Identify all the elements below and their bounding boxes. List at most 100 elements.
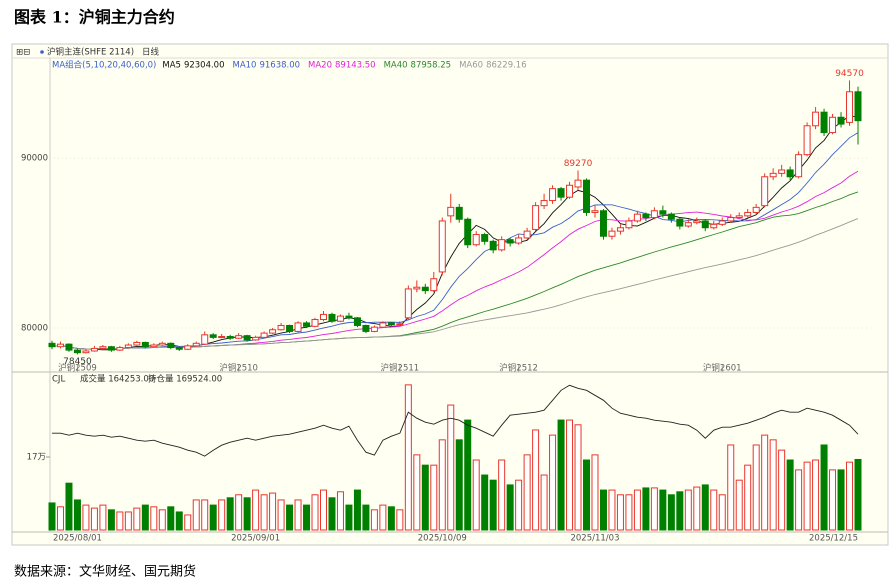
- contract-label: 沪铜2511: [381, 363, 420, 374]
- volume-bar: [812, 459, 820, 531]
- candle-body: [438, 220, 446, 273]
- low-annotation: 78450: [63, 357, 92, 367]
- volume-bar: [549, 434, 557, 531]
- candle-body: [48, 342, 56, 348]
- volume-legend: 成交量 164253.00: [80, 374, 154, 385]
- x-tick-label: 2025/09/01: [231, 534, 280, 544]
- candle-body: [718, 220, 726, 225]
- volume-bar: [252, 489, 260, 531]
- volume-bar: [795, 469, 803, 531]
- oi-legend: 持仓量 169524.00: [148, 374, 222, 385]
- volume-bar: [107, 509, 115, 531]
- volume-bar: [99, 504, 107, 531]
- volume-bar: [48, 502, 56, 531]
- volume-bar: [175, 511, 183, 531]
- volume-bar: [744, 464, 752, 531]
- volume-bar: [133, 507, 141, 531]
- candle-body: [854, 91, 862, 122]
- candle-body: [430, 278, 438, 292]
- volume-bar: [574, 424, 582, 531]
- contract-label: 沪铜2601: [703, 363, 742, 374]
- contract-label: 沪铜2509: [58, 363, 97, 374]
- candle-body: [523, 230, 531, 239]
- candle-body: [82, 350, 90, 354]
- candle-body: [167, 342, 175, 349]
- volume-bar: [65, 482, 73, 531]
- volume-bar: [676, 491, 684, 531]
- volume-bar: [413, 454, 421, 531]
- volume-bar: [184, 514, 192, 531]
- volume-bar: [481, 474, 489, 531]
- candle-body: [599, 210, 607, 237]
- volume-panel-label: CJL: [52, 375, 65, 385]
- candle-body: [667, 213, 675, 220]
- volume-bar: [778, 449, 786, 531]
- candle-body: [370, 326, 378, 332]
- volume-bar: [294, 499, 302, 531]
- ma-legend-name: MA60: [459, 61, 483, 71]
- candle-body: [761, 176, 769, 207]
- candle-body: [829, 116, 837, 134]
- candle-body: [481, 234, 489, 242]
- volume-bar: [116, 511, 124, 531]
- candle-body: [201, 334, 209, 345]
- candle-body: [404, 288, 412, 319]
- volume-bar: [158, 509, 166, 531]
- candle-body: [379, 322, 387, 328]
- high-annotation: 89270: [564, 159, 593, 169]
- volume-bar: [141, 504, 149, 531]
- candle-body: [413, 286, 421, 290]
- volume-bar: [752, 444, 760, 531]
- volume-bar: [336, 491, 344, 531]
- candle-body: [633, 213, 641, 222]
- candle-body: [549, 188, 557, 202]
- candle-body: [557, 188, 565, 198]
- candle-body: [608, 230, 616, 237]
- candle-body: [65, 343, 73, 351]
- volume-bar: [209, 504, 217, 531]
- x-tick-label: 2025/12/15: [809, 534, 858, 544]
- candle-body: [837, 116, 845, 125]
- candle-body: [90, 347, 98, 352]
- candle-body: [269, 329, 277, 334]
- candle-body: [328, 313, 336, 322]
- candle-body: [158, 342, 166, 346]
- candle-body: [150, 344, 158, 348]
- volume-bar: [854, 458, 862, 531]
- candle-body: [218, 336, 226, 339]
- volume-bar: [421, 464, 429, 531]
- volume-bar: [124, 511, 132, 531]
- volume-bar: [506, 484, 514, 531]
- volume-bar: [642, 487, 650, 531]
- candle-body: [336, 315, 344, 322]
- candle-body: [184, 345, 192, 350]
- ma-legend-value: 89143.50: [335, 61, 376, 71]
- volume-bar: [566, 419, 574, 531]
- candle-body: [243, 335, 251, 341]
- volume-bar: [608, 489, 616, 531]
- volume-bar: [650, 487, 658, 531]
- candle-body: [277, 324, 285, 331]
- volume-bar: [464, 419, 472, 531]
- candle-body: [116, 347, 124, 351]
- volume-bar: [438, 439, 446, 531]
- source: 数据来源：文华财经、国元期货: [14, 564, 196, 580]
- x-tick-label: 2025/08/01: [53, 534, 102, 544]
- candle-body: [447, 206, 455, 217]
- candle-body: [752, 206, 760, 213]
- candle-body: [286, 324, 294, 332]
- period: 日线: [142, 47, 160, 58]
- candle-body: [175, 347, 183, 350]
- candle-body: [795, 154, 803, 178]
- ma-legend-value: 86229.16: [486, 61, 527, 71]
- volume-bar: [192, 499, 200, 531]
- candle-body: [252, 336, 260, 341]
- volume-bar: [786, 459, 794, 531]
- volume-bar: [684, 489, 692, 531]
- candle-body: [387, 322, 395, 326]
- candle-body: [676, 218, 684, 227]
- volume-bar: [226, 497, 234, 531]
- candle-body: [311, 319, 319, 327]
- volume-bar: [56, 506, 64, 531]
- candle-body: [769, 172, 777, 178]
